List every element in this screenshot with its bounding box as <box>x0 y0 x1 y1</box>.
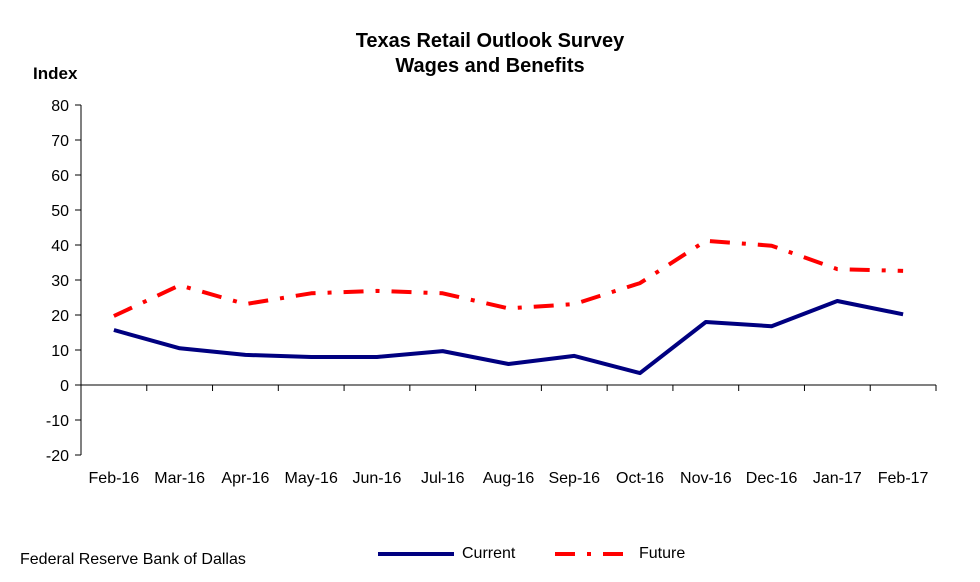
x-tick-label: Nov-16 <box>680 470 732 487</box>
legend-swatch-current <box>378 552 454 556</box>
legend-item-future: Future <box>555 543 685 565</box>
y-tick-label: 70 <box>51 133 69 150</box>
x-tick-labels: Feb-16 Mar-16 Apr-16 May-16 Jun-16 Jul-16 Aug-… <box>89 470 929 487</box>
y-tick-label: -10 <box>46 413 69 430</box>
legend-swatch-future <box>555 552 631 556</box>
legend-label-future: Future <box>639 545 686 562</box>
x-tick-label: Oct-16 <box>616 470 664 487</box>
y-tick-label: 20 <box>51 308 69 325</box>
x-tick-label: Feb-17 <box>878 470 929 487</box>
chart-subtitle: Wages and Benefits <box>395 55 585 77</box>
y-tick-label: -20 <box>46 448 69 465</box>
x-tick-label: Jul-16 <box>421 470 465 487</box>
y-axis-label: Index <box>33 64 78 83</box>
source-note: Federal Reserve Bank of Dallas <box>20 551 246 568</box>
series-line-future <box>113 238 904 318</box>
series-line-current <box>113 299 904 376</box>
chart-title: Texas Retail Outlook Survey <box>355 30 625 52</box>
x-tick-label: Jun-16 <box>353 470 402 487</box>
x-tick-label: Feb-16 <box>89 470 140 487</box>
series-lines <box>113 238 904 376</box>
x-tick-label: Aug-16 <box>483 470 535 487</box>
y-tick-label: 40 <box>51 238 69 255</box>
x-tick-label: Dec-16 <box>746 470 798 487</box>
legend-label-current: Current <box>462 545 516 562</box>
x-tick-label: Jan-17 <box>813 470 862 487</box>
x-tick-label: May-16 <box>285 470 338 487</box>
y-tick-label: 60 <box>51 168 69 185</box>
x-tick-label: Mar-16 <box>154 470 205 487</box>
x-tick-label: Apr-16 <box>221 470 269 487</box>
x-tick-label: Sep-16 <box>548 470 600 487</box>
y-tick-label: 0 <box>60 378 69 395</box>
y-tick-label: 80 <box>51 98 69 115</box>
y-tick-label: 50 <box>51 203 69 220</box>
y-tick-label: 10 <box>51 343 69 360</box>
axes <box>75 104 937 456</box>
y-tick-label: 30 <box>51 273 69 290</box>
legend-item-current: Current <box>378 543 515 565</box>
y-tick-labels: 80 70 60 50 40 30 20 10 0 -10 -20 <box>46 98 69 465</box>
